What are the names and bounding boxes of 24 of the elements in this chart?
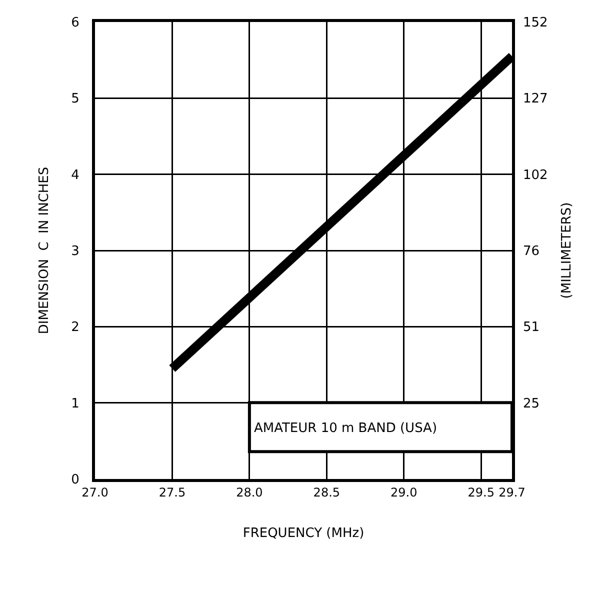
y2-tick-label: 102 (523, 168, 548, 183)
y-tick-label: 1 (71, 396, 80, 412)
y-axis-title: DIMENSION C IN INCHES (37, 166, 52, 334)
x-axis-title: FREQUENCY (MHz) (242, 526, 364, 541)
x-tick-label: 28.5 (313, 485, 340, 500)
y2-tick-label: 152 (523, 16, 548, 31)
band-label: AMATEUR 10 m BAND (USA) (254, 421, 438, 436)
x-tick-label: 27.5 (158, 485, 186, 500)
y2-tick-label: 76 (523, 244, 540, 260)
y-tick-label: 0 (71, 472, 80, 488)
y-tick-label: 3 (71, 244, 80, 260)
y-tick-label: 4 (71, 168, 80, 183)
x-tick-label: 29.5 (468, 485, 494, 500)
x-tick-label: 29.7 (498, 485, 526, 500)
y-tick-label: 6 (71, 16, 80, 31)
x-tick-label: 29.0 (390, 485, 418, 500)
y2-tick-label: 25 (523, 396, 540, 412)
y2-axis-title: (MILLIMETERS) (559, 202, 574, 299)
x-tick-label: 28.0 (236, 485, 263, 500)
y-tick-label: 5 (71, 92, 80, 107)
x-tick-label: 27.0 (82, 485, 108, 500)
y-tick-label: 2 (71, 320, 80, 336)
y2-tick-label: 127 (523, 92, 548, 107)
y2-tick-label: 51 (523, 320, 540, 336)
